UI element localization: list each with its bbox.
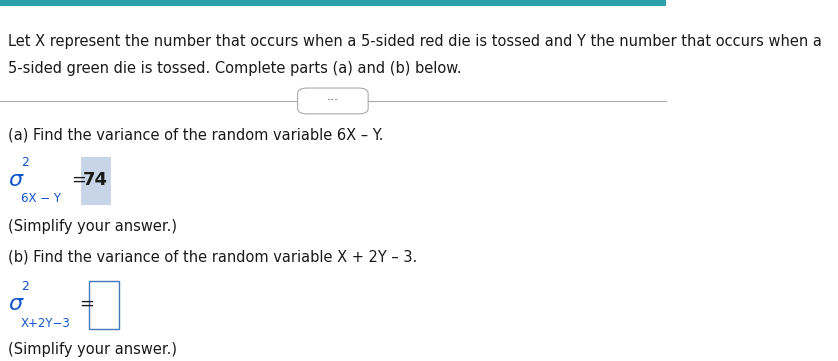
Text: $\sigma$: $\sigma$ xyxy=(8,170,24,190)
Text: =: = xyxy=(71,171,86,189)
FancyBboxPatch shape xyxy=(297,88,368,114)
Text: =: = xyxy=(80,295,94,313)
Text: Let X represent the number that occurs when a 5-sided red die is tossed and Y th: Let X represent the number that occurs w… xyxy=(8,34,822,49)
FancyBboxPatch shape xyxy=(81,157,111,205)
FancyBboxPatch shape xyxy=(89,280,118,329)
Text: 2: 2 xyxy=(21,156,28,169)
Text: 2: 2 xyxy=(21,280,28,293)
Text: (Simplify your answer.): (Simplify your answer.) xyxy=(8,219,177,234)
Text: (a) Find the variance of the random variable 6X – Y.: (a) Find the variance of the random vari… xyxy=(8,127,383,143)
FancyBboxPatch shape xyxy=(0,0,665,6)
Text: 74: 74 xyxy=(83,171,108,189)
Text: 5-sided green die is tossed. Complete parts (a) and (b) below.: 5-sided green die is tossed. Complete pa… xyxy=(8,61,462,76)
Text: X+2Y−3: X+2Y−3 xyxy=(21,317,70,330)
Text: $\sigma$: $\sigma$ xyxy=(8,293,24,314)
Text: (b) Find the variance of the random variable X + 2Y – 3.: (b) Find the variance of the random vari… xyxy=(8,250,417,265)
Text: 6X − Y: 6X − Y xyxy=(21,192,60,205)
Text: (Simplify your answer.): (Simplify your answer.) xyxy=(8,342,177,357)
Text: ···: ··· xyxy=(327,94,339,107)
